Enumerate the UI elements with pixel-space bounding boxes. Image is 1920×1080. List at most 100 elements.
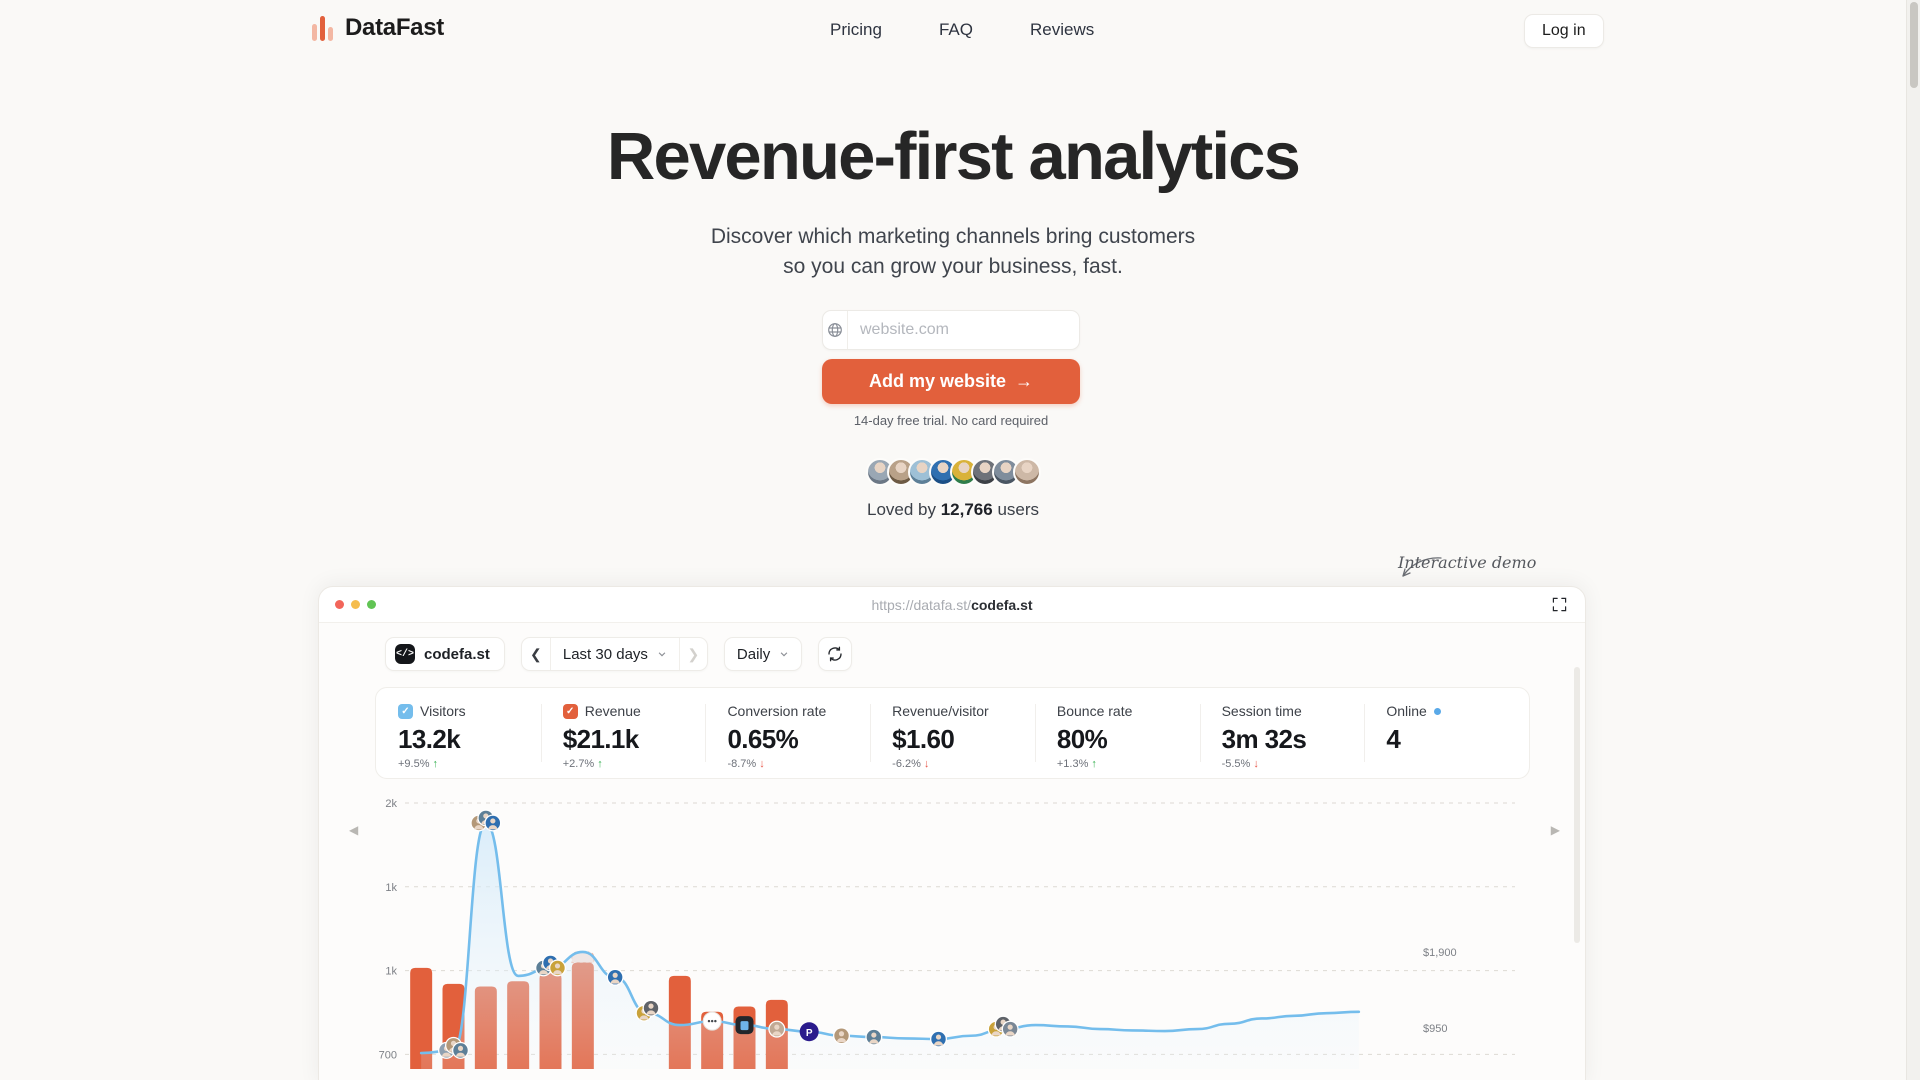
chart-marker-avatar[interactable] [865,1028,883,1046]
metric-delta: +9.5% ↑ [398,758,519,770]
refresh-button[interactable] [818,637,853,671]
hero-subtitle-line-2: so you can grow your business, fast. [783,255,1123,279]
hero-subtitle: Discover which marketing channels bring … [0,222,1906,283]
avatar-row [865,458,1041,486]
metric-delta-value: +1.3% [1056,757,1089,770]
globe-icon [823,311,848,349]
chart-marker-avatar[interactable] [833,1027,850,1045]
avatar [1012,458,1041,486]
nav-link-faq[interactable]: FAQ [938,20,973,39]
checkbox-revenue[interactable]: ✓ [562,703,578,719]
svg-text:$950: $950 [1423,1023,1447,1035]
interactive-demo-label: Interactive demo [1398,553,1537,572]
arrow-down-icon: ↓ [1253,757,1259,770]
metric-label: Visitors [420,703,466,719]
page-title: Revenue-first analytics [606,119,1301,194]
chart-marker-avatar-cluster[interactable] [987,1015,1019,1038]
chart-marker-product-hunt-icon[interactable]: P [799,1022,819,1042]
metric-delta: -6.2% ↓ [892,758,1013,770]
url-prefix: https://datafa.st/ [871,596,972,613]
top-navigation: DataFast Pricing FAQ Reviews Log in [0,0,1906,63]
chart-marker-app-icon[interactable] [735,1016,754,1035]
chart-scroll-left-icon[interactable]: ◀ [349,823,359,837]
metric-header: Bounce rate [1057,702,1178,720]
metric-bounce-rate[interactable]: Bounce rate 80% +1.3% ↑ [1034,702,1200,770]
date-range-selector: ❮ Last 30 days ❯ [520,637,708,671]
metric-label: Revenue [584,703,641,719]
metric-revenue-visitor[interactable]: Revenue/visitor $1.60 -6.2% ↓ [870,702,1035,770]
metric-header: Revenue/visitor [892,702,1013,720]
chart-marker-chat-icon[interactable] [702,1011,722,1031]
chart-marker-avatar-cluster[interactable] [470,809,502,832]
checkbox-visitors[interactable]: ✓ [398,703,413,719]
metrics-row: ✓ Visitors 13.2k +9.5% ↑ ✓ Revenue $21.1k +2.7% ↑… [375,687,1530,779]
site-selector[interactable]: </> codefa.st [385,637,505,671]
social-proof-suffix: users [992,500,1040,519]
metric-value: 4 [1386,724,1401,754]
window-controls[interactable] [335,600,376,609]
granularity-label: Daily [736,645,771,663]
metric-delta-value: +2.7% [562,757,595,770]
metric-header: Online [1386,702,1507,720]
metric-value: 0.65% [727,724,799,754]
chart-marker-avatar[interactable] [930,1030,947,1048]
minimize-window-button[interactable] [351,600,360,609]
login-button[interactable]: Log in [1524,14,1604,48]
metric-visitors[interactable]: ✓ Visitors 13.2k +9.5% ↑ [376,702,541,770]
metric-header: ✓ Revenue [562,702,684,720]
svg-text:2k: 2k [385,798,397,810]
arrow-down-icon: ↓ [759,757,765,770]
social-proof-prefix: Loved by [866,500,941,519]
arrow-up-icon: ↑ [432,757,439,770]
website-url-input[interactable] [848,311,1079,349]
site-selector-label: codefa.st [424,645,490,663]
metric-label: Online [1386,703,1427,719]
chart-scroll-right-icon[interactable]: ▶ [1550,823,1560,837]
metric-delta-value: -6.2% [892,757,921,770]
code-brackets-icon: </> [395,644,415,664]
chart-marker-avatar[interactable] [606,968,624,986]
svg-text:$1,900: $1,900 [1423,947,1457,959]
nav-links: Pricing FAQ Reviews [830,20,1094,40]
free-trial-note: 14-day free trial. No card required [853,413,1049,428]
chart-marker-avatar-cluster[interactable] [438,1036,469,1059]
analytics-chart: ◀ ▶ 2k 1k 1k 700 $1,900 $950 P [347,795,1562,1075]
metric-label: Bounce rate [1056,703,1133,719]
metric-delta: -5.5% ↓ [1222,758,1343,770]
chart-marker-avatar-cluster[interactable] [535,954,566,977]
metric-conversion-rate[interactable]: Conversion rate 0.65% -8.7% ↓ [705,702,870,770]
expand-icon[interactable] [1552,597,1567,617]
signup-form: Add my website → 14-day free trial. No c… [822,310,1080,428]
close-window-button[interactable] [335,600,344,609]
nav-link-reviews[interactable]: Reviews [1029,20,1095,39]
nav-link-pricing[interactable]: Pricing [830,20,882,39]
metric-delta: -8.7% ↓ [727,758,848,770]
chevron-left-icon[interactable]: ❮ [529,645,542,662]
page-scrollbar[interactable] [1906,0,1920,1080]
arrow-down-icon: ↓ [923,757,930,770]
metric-value: $1.60 [892,724,955,754]
metric-online[interactable]: Online 4 [1364,702,1529,762]
metric-revenue[interactable]: ✓ Revenue $21.1k +2.7% ↑ [540,702,706,770]
dashboard-scrollbar[interactable] [1574,667,1580,943]
chevron-right-icon[interactable]: ❯ [678,638,707,670]
cta-label: Add my website [868,371,1007,391]
refresh-icon [828,646,842,662]
dashboard-toolbar: </> codefa.st ❮ Last 30 days ❯ Daily [385,637,853,671]
metric-session-time[interactable]: Session time 3m 32s -5.5% ↓ [1199,702,1365,770]
maximize-window-button[interactable] [367,600,376,609]
metric-delta: +1.3% ↑ [1057,758,1178,770]
granularity-selector[interactable]: Daily [723,637,803,671]
metric-value: 80% [1056,724,1108,754]
chart-marker-avatar[interactable] [768,1020,786,1038]
metric-label: Revenue/visitor [892,703,989,719]
website-url-field[interactable] [822,310,1080,350]
chevron-down-icon [780,652,788,657]
brand-logo[interactable]: DataFast [312,14,444,42]
arrow-right-icon: → [1015,371,1034,391]
page-scrollbar-thumb[interactable] [1910,2,1918,88]
chart-marker-avatar-pair[interactable] [635,999,660,1022]
add-my-website-button[interactable]: Add my website → [822,359,1080,404]
date-range-button[interactable]: Last 30 days [549,638,679,670]
analytics-dashboard: </> codefa.st ❮ Last 30 days ❯ Daily [319,623,1585,1080]
